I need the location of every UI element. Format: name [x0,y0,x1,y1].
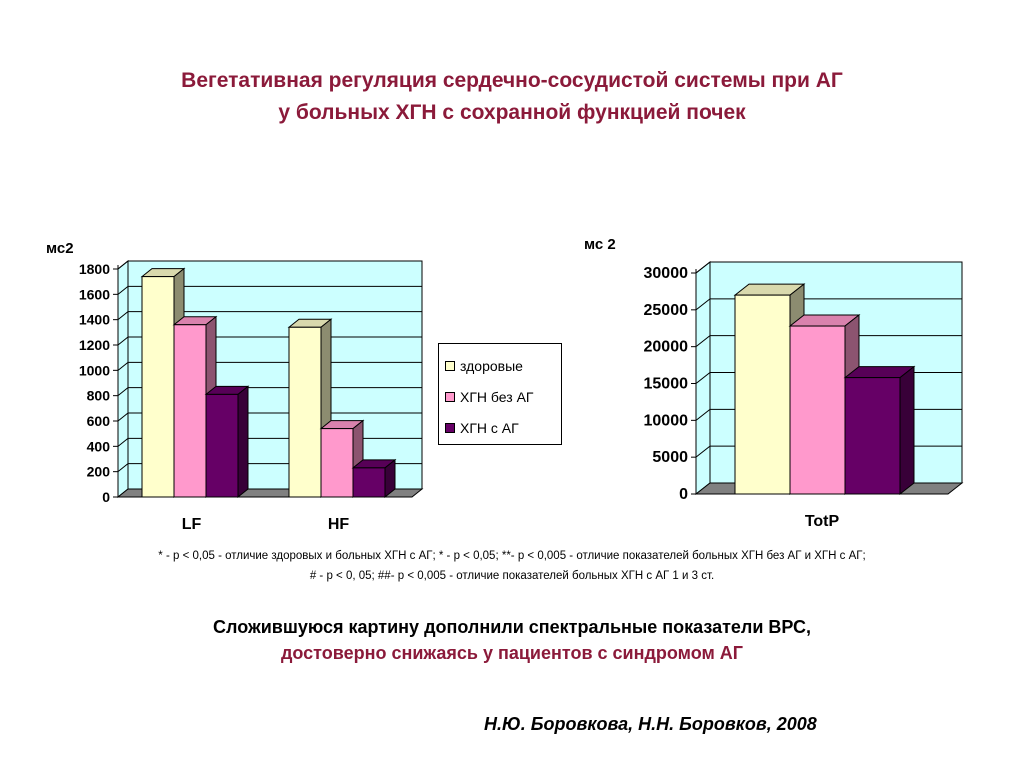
y-tick-label: 0 [679,486,688,503]
y-tick-label: 5000 [652,449,688,466]
bar-front-face [141,276,175,498]
y-axis-label: мс2 [46,240,74,257]
x-category-label: LF [182,516,202,533]
y-tick-label: 1400 [79,312,110,328]
slide-title-line2: у больных ХГН с сохранной функцией почек [278,101,746,124]
y-tick-label: 400 [87,438,111,454]
legend-item: здоровые [445,350,561,381]
gridline [117,260,422,270]
conclusion-line1: Сложившуюся картину дополнили спектральн… [213,617,811,637]
bar-totp-series-2 [843,365,916,496]
y-tick-label: 800 [87,388,111,404]
gridline [695,335,962,348]
y-tick-label: 0 [102,489,110,505]
y-tick-label: 1800 [79,261,110,277]
footnote-line2: # - р < 0, 05; ##- р < 0,005 - отличие п… [309,570,715,582]
bar-front-face [352,467,386,498]
gridline [117,285,422,295]
y-tick-label: 25000 [644,302,689,319]
bar-front-face [320,428,354,498]
conclusion-line2: достоверно снижаясь у пациентов с синдро… [280,643,744,663]
legend-item: ХГН без АГ [445,381,561,412]
bar-front-face [205,393,239,498]
y-tick-label: 20000 [644,339,689,356]
bar-front-face [734,294,791,495]
y-tick-label: 15000 [644,376,689,393]
bar-side-face [899,365,915,496]
y-tick-label: 1000 [79,362,110,378]
legend-swatch-no-ag [445,391,455,402]
bar-front-face [173,324,207,498]
y-tick-label: 600 [87,413,111,429]
y-tick-label: 1200 [79,337,110,353]
legend-label-healthy: здоровые [460,357,523,374]
bar-lf-series-2 [204,385,250,499]
y-tick-label: 30000 [644,265,689,282]
gridline [117,311,422,321]
bar-front-face [789,325,846,495]
legend-label-no-ag: ХГН без АГ [460,388,534,405]
gridline [695,261,962,274]
y-tick-label: 10000 [644,412,689,429]
legend-item: ХГН с АГ [445,412,561,443]
gridline [695,298,962,311]
legend-swatch-with-ag [445,422,455,433]
legend-swatch-healthy [445,360,455,371]
y-axis-label: мс 2 [584,236,616,253]
x-category-label: TotP [805,513,840,530]
slide-title-line1: Вегетативная регуляция сердечно-сосудист… [181,69,843,92]
legend-label-with-ag: ХГН с АГ [460,419,519,436]
chart-legend: здоровые ХГН без АГ ХГН с АГ [438,343,562,445]
y-tick-label: 200 [87,464,111,480]
bar-front-face [288,326,322,498]
bar-front-face [844,377,901,495]
footnote-line1: * - р < 0,05 - отличие здоровых и больны… [158,550,866,562]
author-citation: Н.Ю. Боровкова, Н.Н. Боровков, 2008 [484,714,817,734]
x-category-label: HF [328,516,350,533]
bar-hf-series-2 [351,458,397,499]
y-tick-label: 1600 [79,286,110,302]
